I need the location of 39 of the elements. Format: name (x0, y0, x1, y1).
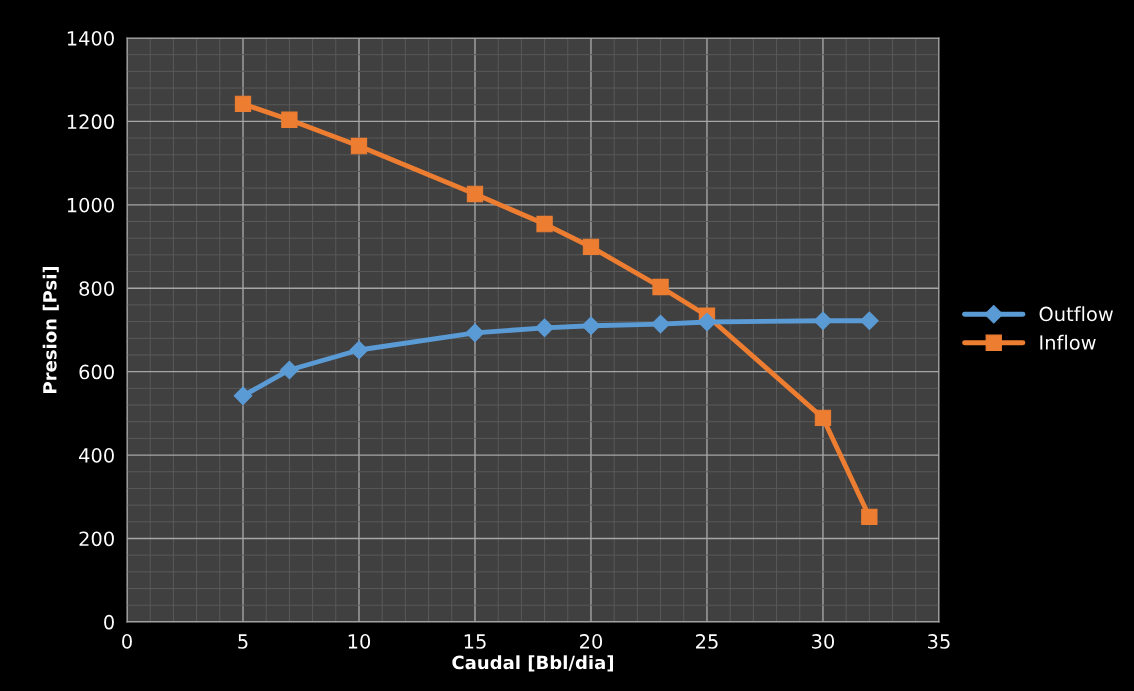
point (652, 278, 669, 296)
point (813, 311, 833, 331)
y-tick-label: 600 (79, 364, 114, 380)
point (697, 312, 717, 332)
point (535, 318, 554, 338)
x-tick-label: 25 (696, 634, 718, 649)
y-tick-label: 1000 (67, 197, 114, 213)
x-tick-label: 0 (122, 634, 132, 649)
y-axis-title: Presion [Psi] (42, 266, 59, 393)
legend-label: Outflow (1039, 306, 1113, 322)
x-tick-label: 30 (812, 634, 835, 649)
x-tick-label: 5 (238, 634, 248, 649)
y-tick-label: 800 (79, 281, 114, 296)
point (349, 340, 369, 360)
point (350, 137, 368, 155)
point (281, 111, 298, 128)
point (465, 323, 485, 343)
y-tick-label: 1400 (67, 30, 114, 46)
point (582, 238, 600, 256)
legend-label: Inflow (1040, 334, 1096, 350)
x-tick-label: 15 (464, 634, 486, 649)
y-tick-label: 0 (104, 614, 114, 630)
point (536, 215, 553, 233)
y-tick-label: 400 (79, 448, 114, 463)
point (466, 185, 484, 203)
point (581, 316, 601, 336)
y-tick-label: 200 (79, 531, 114, 547)
x-tick-label: 10 (348, 634, 371, 649)
point (861, 508, 878, 525)
point (651, 314, 670, 334)
x-tick-label: 20 (580, 634, 603, 649)
point (814, 409, 832, 427)
x-tick-label: 35 (928, 634, 950, 649)
point (860, 311, 879, 331)
y-tick-label: 1200 (67, 114, 114, 130)
x-axis-title: Caudal [Bbl/dia] (452, 655, 613, 672)
point (233, 386, 253, 406)
point (234, 95, 252, 113)
point (280, 360, 299, 380)
